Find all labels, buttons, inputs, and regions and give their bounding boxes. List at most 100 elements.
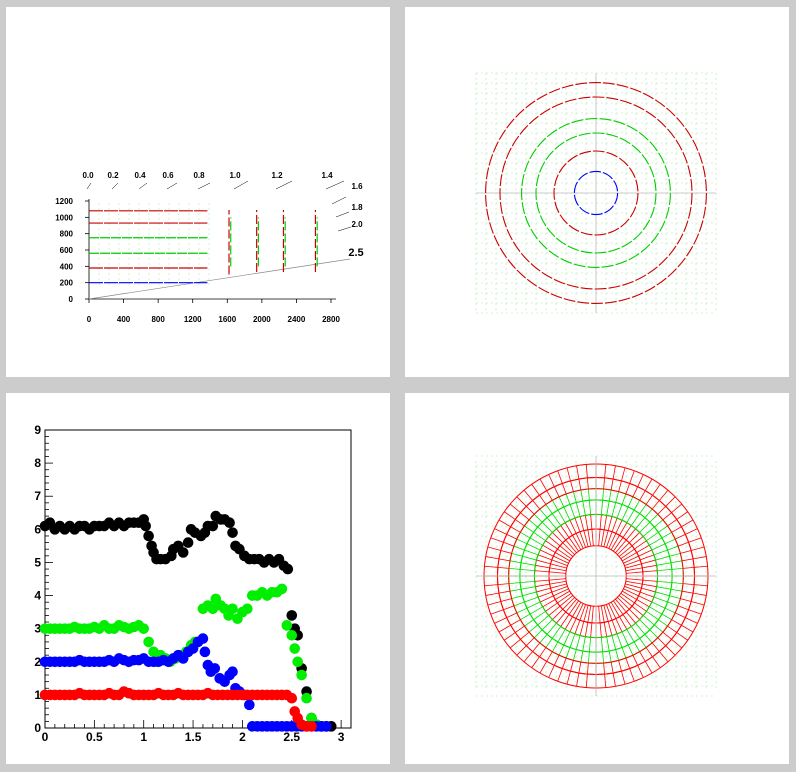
sector-divider [523, 651, 533, 663]
polar-ring [499, 96, 693, 290]
sector-divider [675, 612, 686, 619]
sector-divider [642, 570, 658, 573]
sector-divider [685, 617, 698, 624]
sector-divider [620, 548, 635, 559]
sector-divider [574, 620, 581, 635]
sector-divider [671, 526, 682, 533]
sector-divider [576, 465, 580, 480]
sector-divider [617, 597, 630, 610]
sector-divider [616, 633, 623, 648]
x-tick-label: 1600 [218, 315, 236, 324]
sector-divider [625, 583, 642, 589]
pad-bottom-right-polar-grid [405, 393, 789, 764]
sector-divider [551, 513, 561, 526]
x-tick-label: 3 [338, 730, 345, 744]
sector-divider [498, 558, 511, 562]
sector-divider [509, 639, 521, 649]
sector-divider [615, 491, 619, 503]
sector-divider [568, 600, 579, 615]
sector-divider [608, 650, 612, 663]
right-scale-tick [335, 211, 350, 218]
sector-divider [560, 525, 570, 538]
sector-divider [558, 496, 565, 508]
sector-divider [681, 558, 694, 562]
scatter-point [209, 663, 221, 674]
sector-divider [681, 590, 694, 594]
sector-divider [548, 665, 555, 678]
sector-divider [490, 537, 504, 543]
sector-divider [615, 598, 627, 613]
sector-divider [534, 570, 550, 573]
sector-divider [548, 536, 561, 547]
sector-divider [575, 603, 584, 619]
sector-divider [565, 539, 577, 554]
sector-divider [532, 642, 541, 652]
x-tick-label: 1200 [184, 315, 202, 324]
sector-divider [661, 531, 672, 539]
sector-divider [656, 562, 672, 566]
sector-divider [645, 647, 653, 657]
sector-divider [655, 591, 670, 597]
sector-divider [625, 657, 631, 669]
sector-divider [583, 605, 589, 622]
sector-divider [552, 532, 564, 544]
sector-divider [621, 590, 637, 600]
sector-divider [603, 662, 605, 675]
sector-divider [528, 624, 538, 633]
x-tick-label: 800 [151, 315, 165, 324]
sector-divider [680, 550, 692, 554]
sector-divider [494, 528, 507, 535]
sector-divider [558, 644, 565, 656]
sector-divider [635, 517, 646, 530]
sector-divider [608, 489, 612, 502]
x-tick-label: 0.5 [86, 730, 103, 744]
sector-divider [537, 615, 550, 626]
sector-divider [657, 506, 666, 515]
sector-divider [590, 622, 593, 638]
sector-divider [498, 590, 511, 594]
sector-divider [509, 503, 521, 513]
sector-divider [618, 480, 622, 492]
sector-divider [485, 592, 500, 596]
sector-divider [575, 635, 581, 650]
scatter-point [282, 563, 294, 575]
sector-divider [616, 504, 623, 519]
sector-divider [568, 537, 579, 552]
sector-divider [606, 500, 610, 516]
sector-divider [533, 513, 543, 523]
sector-divider [537, 526, 550, 537]
sector-divider [637, 665, 644, 678]
sector-divider [642, 564, 657, 569]
pad-top-left-detector-projection: 0 400 800 1200 1600 2000 2400 2800 0 200 400 600 800… [6, 7, 390, 377]
sector-divider [549, 578, 566, 581]
top-scale-tick [325, 180, 345, 190]
sector-divider [629, 470, 635, 484]
sector-divider [535, 583, 550, 588]
top-scale-label: 0.8 [193, 171, 205, 180]
sector-divider [569, 633, 576, 648]
sector-divider [575, 533, 584, 549]
sector-divider [540, 549, 554, 557]
sector-divider [641, 587, 656, 593]
sector-divider [621, 506, 629, 521]
scatter-point [138, 623, 150, 634]
sector-divider [685, 528, 698, 535]
sector-divider [638, 549, 652, 557]
sector-divider [542, 544, 556, 553]
sector-divider [520, 531, 531, 539]
sector-divider [603, 477, 605, 490]
scatter-point [227, 527, 238, 538]
sector-divider [642, 583, 657, 588]
sector-divider [671, 567, 684, 570]
sector-divider [546, 517, 557, 530]
scatter-point [199, 646, 211, 658]
sector-divider [645, 495, 653, 505]
sector-divider [652, 484, 661, 496]
sector-divider [528, 519, 538, 528]
sector-divider [653, 549, 668, 556]
sector-divider [506, 533, 517, 540]
top-scale-tick [111, 182, 119, 190]
sector-divider [662, 631, 672, 640]
sector-divider [646, 531, 659, 541]
x-tick-label: 2 [239, 730, 246, 744]
